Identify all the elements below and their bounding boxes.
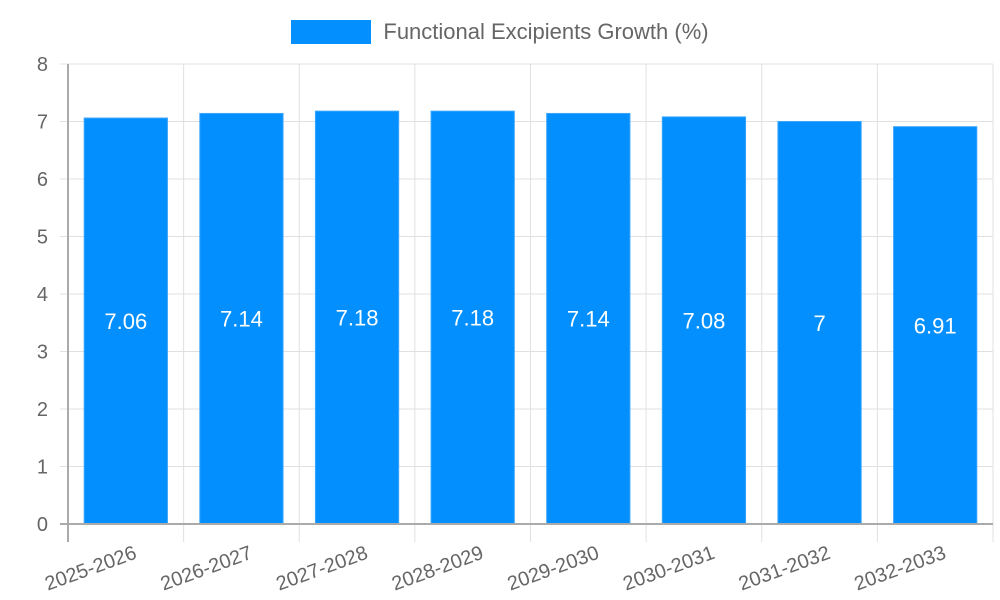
bar[interactable] [893, 126, 978, 525]
bar[interactable] [314, 110, 400, 525]
bar[interactable] [661, 116, 747, 525]
bar-value-label: 7.14 [220, 307, 263, 332]
x-tick-label: 2026-2027 [158, 542, 255, 595]
bar-value-label: 6.91 [914, 313, 957, 338]
bar[interactable] [777, 121, 862, 525]
bars [83, 110, 978, 525]
y-tick-label: 1 [37, 457, 48, 479]
x-tick-label: 2030-2031 [620, 542, 717, 595]
bar[interactable] [546, 112, 631, 525]
x-tick-label: 2028-2029 [389, 542, 486, 595]
y-tick-label: 8 [37, 54, 48, 76]
bar[interactable] [83, 117, 168, 525]
y-tick-label: 2 [37, 399, 48, 421]
bar-value-label: 7.18 [451, 306, 494, 331]
legend-label: Functional Excipients Growth (%) [383, 19, 709, 44]
legend-swatch [291, 20, 372, 44]
bar-value-label: 7.14 [567, 307, 610, 332]
y-tick-label: 6 [37, 169, 48, 191]
bar[interactable] [199, 112, 284, 525]
x-tick-label: 2031-2032 [736, 542, 833, 595]
y-tick-label: 4 [37, 284, 48, 306]
y-tick-label: 3 [37, 342, 48, 364]
y-tick-label: 7 [37, 112, 48, 134]
axes [60, 64, 993, 542]
x-tick-label: 2025-2026 [42, 542, 139, 595]
x-axis-ticks: 2025-2026 2026-2027 2027-2028 2028-2029 2029… [42, 542, 949, 595]
bar-value-label: 7.08 [683, 308, 726, 333]
x-tick-label: 2032-2033 [851, 542, 948, 595]
x-tick-label: 2029-2030 [505, 542, 602, 595]
data-labels: 7.06 7.14 7.18 7.18 7.14 7.08 7 6.91 [104, 306, 956, 339]
y-tick-label: 0 [37, 514, 48, 536]
chart-legend[interactable]: Functional Excipients Growth (%) [0, 19, 1000, 45]
bar-value-label: 7.06 [104, 309, 147, 334]
bar-value-label: 7 [813, 311, 825, 336]
bar[interactable] [430, 110, 515, 525]
x-tick-label: 2027-2028 [273, 542, 370, 595]
y-axis-ticks: 0 1 2 3 4 5 6 7 8 [37, 54, 48, 536]
bar-value-label: 7.18 [336, 306, 379, 331]
y-tick-label: 5 [37, 227, 48, 249]
